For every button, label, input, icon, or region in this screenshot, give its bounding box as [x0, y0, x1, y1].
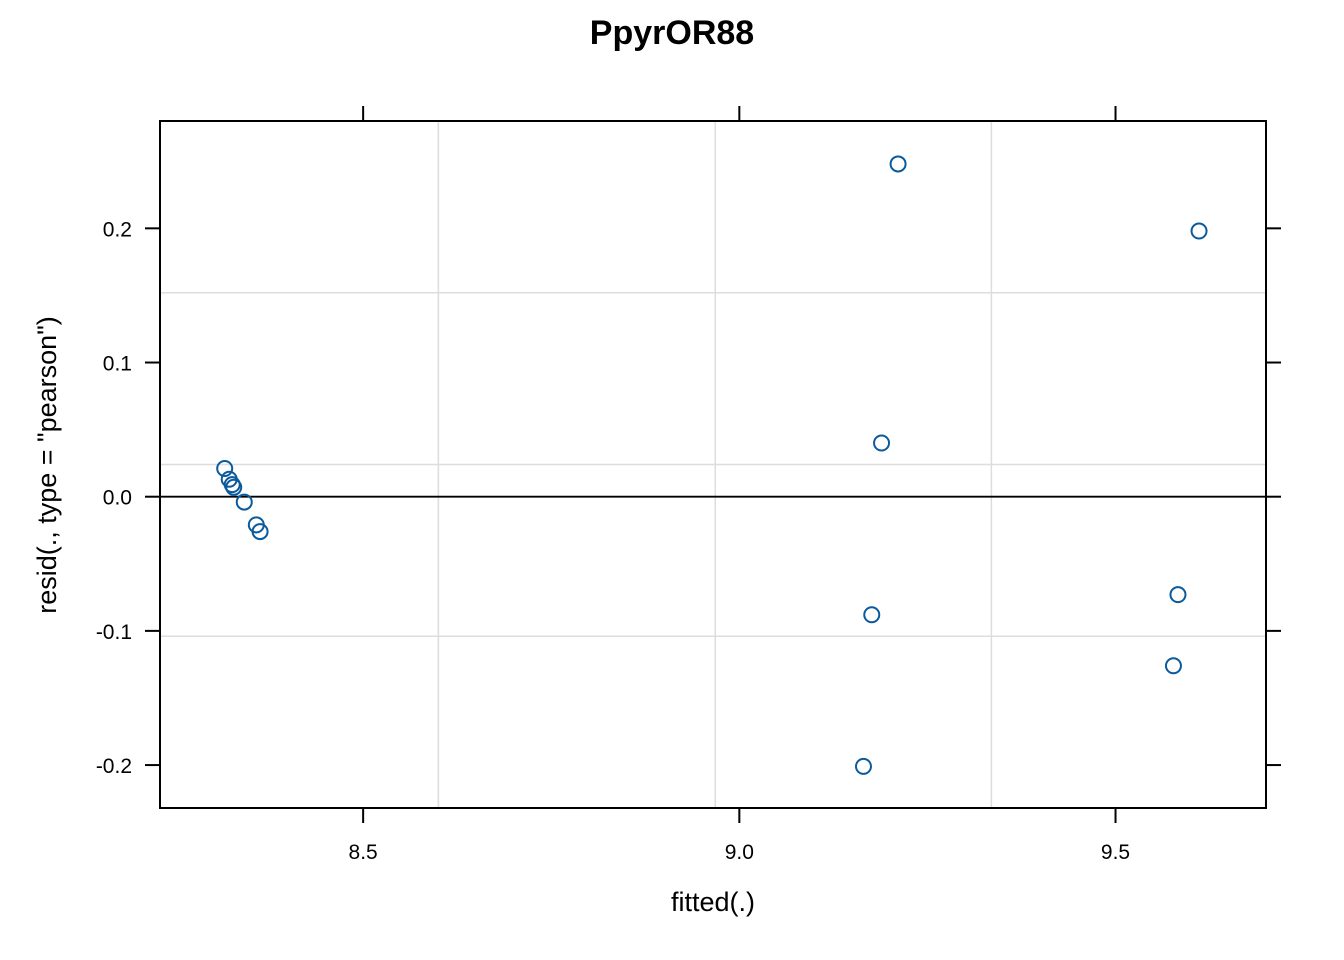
data-point-7	[854, 757, 872, 775]
data-point-9	[873, 434, 891, 452]
x-tick-label-2: 9.5	[1101, 841, 1130, 864]
y-tick-label-2: 0.0	[103, 487, 132, 510]
data-points	[216, 155, 1208, 775]
data-point-11	[1164, 657, 1182, 675]
grid-lines	[160, 121, 1266, 808]
data-point-3	[225, 478, 243, 496]
data-point-8	[863, 606, 881, 624]
x-tick-label-0: 8.5	[349, 841, 378, 864]
data-point-0	[216, 460, 234, 478]
y-tick-label-3: 0.1	[103, 353, 132, 376]
data-point-4	[235, 493, 253, 511]
x-tick-label-1: 9.0	[725, 841, 754, 864]
data-point-10	[889, 155, 907, 173]
chart-title: PpyrOR88	[590, 14, 754, 52]
data-point-6	[251, 523, 269, 541]
y-axis-label: resid(., type = "pearson")	[32, 316, 62, 614]
y-tick-label-1: -0.1	[96, 621, 132, 644]
x-axis-label: fitted(.)	[671, 887, 755, 917]
y-tick-label-4: 0.2	[103, 218, 132, 241]
data-point-13	[1190, 222, 1208, 240]
y-tick-label-0: -0.2	[96, 755, 132, 778]
axis-ticks: 8.5 9.0 9.5 -0.2 -0.1 0.0 0.1 0.2	[96, 106, 1281, 864]
data-point-12	[1169, 586, 1187, 604]
plot-frame	[159, 120, 1267, 809]
